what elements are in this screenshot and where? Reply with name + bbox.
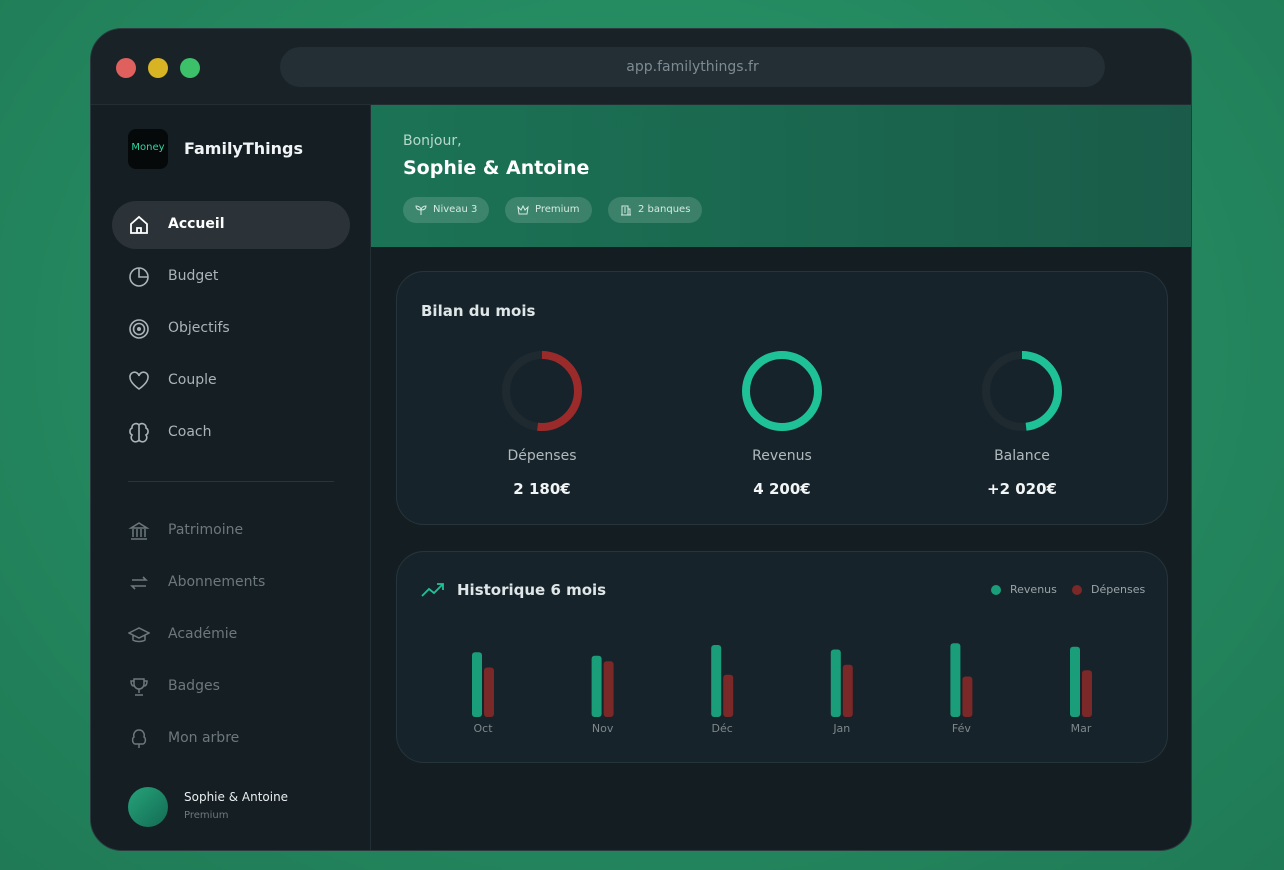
x-tick-label: Nov — [592, 722, 614, 735]
x-tick-label: Oct — [473, 722, 493, 735]
greeting: Bonjour, — [403, 133, 462, 149]
ring-label: Dépenses — [508, 448, 577, 464]
avatar[interactable] — [128, 787, 168, 827]
ring-value: 2 180€ — [513, 480, 570, 498]
nav-item[interactable]: Mon arbre — [112, 715, 350, 763]
summary-rings: Dépenses 2 180€ Revenus 4 200€ Balance +2 020… — [502, 351, 1062, 498]
ring-arc — [982, 351, 1062, 431]
nav-label: Accueil — [168, 216, 225, 232]
icon — [128, 627, 150, 643]
nav-label: Couple — [168, 372, 217, 388]
nav-label: Budget — [168, 268, 219, 284]
user-plan: Premium — [184, 810, 229, 821]
summary-card: Bilan du mois Dépenses 2 180€ Revenus 4 200… — [396, 271, 1168, 525]
brand-name: FamilyThings — [184, 139, 304, 158]
bar — [1070, 646, 1080, 717]
icon — [415, 205, 427, 215]
ring-label: Revenus — [752, 448, 812, 464]
household-name: Sophie & Antoine — [403, 157, 590, 179]
bar-chart: Revenus Dépenses Oct Nov Déc Jan Fév Mar — [472, 583, 1145, 735]
bar — [484, 667, 494, 717]
nav-item[interactable]: Objectifs — [112, 305, 350, 353]
sidebar: Money FamilyThings Accueil Budget Object… — [91, 105, 371, 850]
x-tick-label: Mar — [1071, 722, 1092, 735]
nav-item[interactable]: Abonnements — [112, 559, 350, 607]
divider — [128, 481, 334, 482]
x-tick-label: Fév — [952, 722, 971, 735]
badge: Niveau 3 — [403, 197, 490, 223]
badge-label: Premium — [535, 204, 580, 215]
close-button[interactable] — [116, 58, 136, 78]
icon — [130, 215, 148, 234]
ring-value: 4 200€ — [753, 480, 810, 498]
bar — [711, 645, 722, 717]
ring-arc — [742, 351, 822, 431]
maximize-button[interactable] — [180, 58, 200, 78]
nav-item[interactable]: Coach — [112, 409, 350, 457]
trend-icon — [421, 583, 444, 597]
icon — [130, 576, 148, 590]
bar — [842, 664, 853, 717]
bar — [962, 676, 973, 717]
url-bar[interactable]: app.familythings.fr — [280, 47, 1105, 87]
nav-label: Mon arbre — [168, 730, 240, 746]
legend-swatch — [991, 585, 1001, 595]
nav-item[interactable]: Badges — [112, 663, 350, 711]
nav-label: Académie — [168, 626, 238, 642]
minimize-button[interactable] — [148, 58, 168, 78]
badge-label: 2 banques — [638, 204, 691, 215]
card-title: Historique 6 mois — [457, 581, 607, 599]
badge-label: Niveau 3 — [433, 204, 478, 215]
icon — [128, 522, 150, 540]
user-name: Sophie & Antoine — [184, 790, 289, 804]
nav-label: Abonnements — [168, 574, 266, 590]
title-bar: app.familythings.fr — [91, 29, 1191, 105]
bar — [603, 661, 614, 717]
ring-label: Balance — [994, 448, 1050, 464]
bar — [472, 652, 482, 717]
icon — [129, 371, 149, 390]
icon — [129, 319, 149, 339]
bar — [830, 649, 841, 717]
nav-item[interactable]: Patrimoine — [112, 507, 350, 555]
history-card: Historique 6 mois Revenus Dépenses Oct Nov D… — [396, 551, 1168, 763]
nav-item[interactable]: Accueil — [112, 201, 350, 249]
icon — [131, 729, 147, 748]
bar — [1082, 670, 1092, 717]
nav-item[interactable]: Académie — [112, 611, 350, 659]
icon — [129, 267, 149, 287]
legend-label: Revenus — [1010, 583, 1057, 596]
icon — [129, 422, 149, 443]
ring-arc — [502, 351, 582, 431]
browser-window: app.familythings.fr Money FamilyThings A… — [90, 28, 1192, 851]
badge: Premium — [505, 197, 592, 223]
x-tick-label: Jan — [832, 722, 850, 735]
logo[interactable]: Money — [128, 129, 168, 169]
nav-label: Patrimoine — [168, 522, 244, 538]
nav-item[interactable]: Couple — [112, 357, 350, 405]
bar — [723, 674, 734, 717]
ring-value: +2 020€ — [987, 480, 1057, 498]
nav-label: Badges — [168, 678, 220, 694]
icon — [517, 204, 529, 215]
card-title: Bilan du mois — [421, 302, 536, 320]
legend-swatch — [1072, 585, 1082, 595]
icon — [130, 678, 148, 696]
badge: 2 banques — [608, 197, 703, 223]
header: Bonjour, Sophie & Antoine Niveau 3 Premi… — [371, 105, 1191, 247]
legend-label: Dépenses — [1091, 583, 1145, 596]
icon — [621, 205, 631, 216]
nav-label: Objectifs — [168, 320, 230, 336]
bar — [591, 655, 602, 717]
nav-item[interactable]: Budget — [112, 253, 350, 301]
x-tick-label: Déc — [712, 722, 733, 735]
nav-label: Coach — [168, 424, 212, 440]
bar — [950, 643, 961, 717]
